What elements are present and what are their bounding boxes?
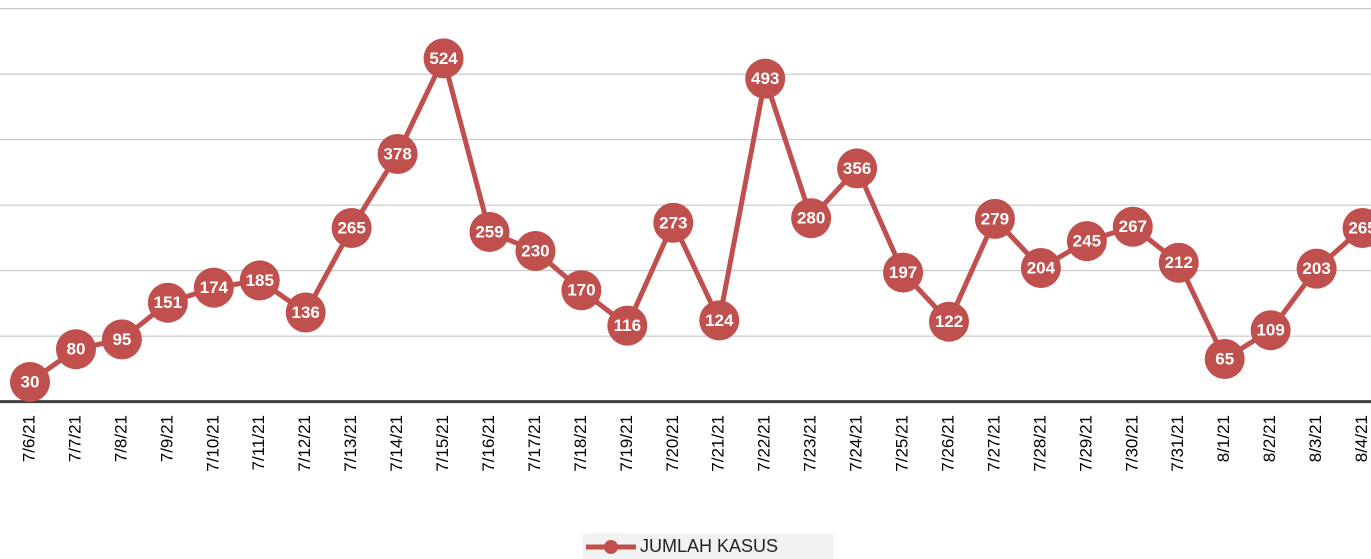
x-tick-label: 7/14/21 [387, 415, 406, 472]
data-point [55, 329, 96, 370]
data-label: 124 [705, 311, 734, 330]
data-point [653, 202, 694, 243]
x-tick-label: 8/2/21 [1260, 415, 1279, 462]
data-point [1250, 310, 1291, 351]
data-point [745, 58, 786, 99]
x-tick-label: 7/24/21 [847, 415, 866, 472]
data-label: 265 [337, 219, 365, 238]
data-label: 279 [981, 209, 1009, 228]
x-tick-label: 7/6/21 [19, 415, 38, 462]
x-tick-label: 7/8/21 [111, 415, 130, 462]
data-label: 356 [843, 159, 871, 178]
data-label: 245 [1073, 232, 1101, 251]
x-tick-label: 7/20/21 [663, 415, 682, 472]
data-label: 174 [200, 278, 229, 297]
data-label: 524 [429, 49, 458, 68]
data-point [193, 267, 234, 308]
data-label: 122 [935, 312, 963, 331]
x-tick-label: 7/17/21 [525, 415, 544, 472]
data-point [974, 198, 1015, 239]
data-point [101, 319, 142, 360]
data-label: 280 [797, 209, 825, 228]
x-tick-label: 7/29/21 [1076, 415, 1095, 472]
data-point [1158, 242, 1199, 283]
data-label: 265 [1348, 219, 1371, 238]
data-point [1066, 221, 1107, 262]
x-tick-label: 7/12/21 [295, 415, 314, 472]
data-label: 95 [112, 330, 131, 349]
data-label: 273 [659, 213, 687, 232]
data-point [883, 252, 924, 293]
x-tick-label: 7/11/21 [249, 415, 268, 470]
data-point [607, 305, 648, 346]
data-point [331, 208, 372, 249]
x-tick-label: 7/28/21 [1030, 415, 1049, 472]
x-tick-label: 7/25/21 [893, 415, 912, 472]
data-label: 259 [475, 222, 503, 241]
data-label: 212 [1165, 253, 1193, 272]
x-tick-label: 7/26/21 [938, 415, 957, 472]
data-point [239, 260, 280, 301]
data-label: 267 [1119, 217, 1147, 236]
x-tick-label: 7/19/21 [617, 415, 636, 472]
data-point [1296, 248, 1337, 289]
data-point [1020, 247, 1061, 288]
data-label: 109 [1256, 321, 1284, 340]
x-tick-label: 7/21/21 [709, 415, 728, 472]
x-tick-label: 8/1/21 [1214, 415, 1233, 462]
x-tick-label: 7/10/21 [203, 415, 222, 472]
data-point [699, 300, 740, 341]
x-tick-label: 7/15/21 [433, 415, 452, 472]
data-label: 230 [521, 241, 549, 260]
data-label: 30 [21, 372, 40, 391]
data-label: 170 [567, 281, 595, 300]
data-point [1342, 208, 1371, 249]
data-point [561, 270, 602, 311]
x-tick-label: 7/16/21 [479, 415, 498, 472]
data-point [469, 211, 510, 252]
data-point [791, 198, 832, 239]
data-label: 136 [292, 303, 320, 322]
data-point [929, 301, 969, 342]
data-label: 197 [889, 263, 917, 282]
series-line [28, 55, 1365, 384]
legend-label: JUMLAH KASUS [640, 536, 778, 556]
data-point [377, 134, 418, 175]
data-point [837, 148, 878, 189]
data-point [515, 230, 556, 271]
data-label: 151 [154, 293, 182, 312]
data-label: 203 [1302, 259, 1330, 278]
x-tick-label: 7/7/21 [65, 415, 84, 462]
x-tick-label: 7/22/21 [755, 415, 774, 472]
data-point [423, 38, 464, 79]
x-tick-label: 8/4/21 [1352, 415, 1371, 462]
x-tick-label: 7/13/21 [341, 415, 360, 472]
x-tick-label: 7/9/21 [157, 415, 176, 462]
data-point [1204, 339, 1245, 380]
data-point [10, 361, 50, 402]
x-tick-label: 7/18/21 [571, 415, 590, 472]
x-tick-label: 7/31/21 [1168, 415, 1187, 472]
data-point [147, 282, 188, 323]
x-tick-label: 8/3/21 [1306, 415, 1325, 462]
x-tick-label: 7/27/21 [984, 415, 1003, 472]
data-point [1112, 206, 1153, 247]
x-tick-label: 7/30/21 [1122, 415, 1141, 472]
data-label: 65 [1215, 350, 1234, 369]
data-label: 493 [751, 69, 779, 88]
data-label: 185 [246, 271, 274, 290]
x-tick-label: 7/23/21 [801, 415, 820, 472]
data-label: 378 [383, 144, 411, 163]
data-label: 204 [1027, 258, 1056, 277]
data-label: 80 [66, 340, 85, 359]
legend-marker [604, 540, 618, 554]
data-point [285, 292, 326, 333]
data-label: 116 [614, 316, 641, 335]
